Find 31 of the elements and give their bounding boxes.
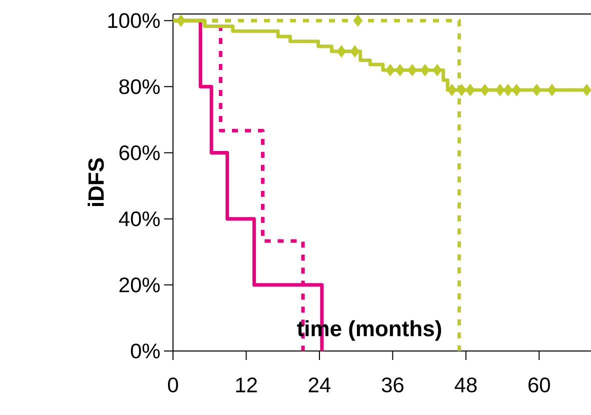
x-tick-label: 24 [308, 378, 331, 392]
y-axis-title: iDFS [88, 158, 104, 206]
point [495, 84, 505, 96]
point [408, 64, 417, 76]
y-tick-label: 40% [118, 211, 160, 226]
point [447, 84, 457, 96]
point [336, 45, 346, 58]
point [432, 64, 442, 76]
point [456, 84, 466, 96]
x-tick-label: 12 [236, 378, 257, 392]
x-tick-label: 0 [168, 378, 178, 392]
point [465, 84, 475, 96]
y-tick-label: 80% [119, 79, 160, 94]
point [350, 45, 360, 58]
x-tick-label: 48 [454, 378, 477, 392]
point [512, 84, 522, 96]
point [176, 14, 186, 27]
point [532, 84, 542, 96]
x-tick-label: 60 [528, 378, 550, 392]
point [395, 64, 405, 76]
point [386, 64, 395, 76]
y-tick-label: 20% [119, 277, 160, 292]
point [503, 84, 513, 96]
y-tick-label: 60% [120, 145, 160, 160]
y-tick-label: 0% [130, 344, 160, 358]
x-tick-label: 36 [382, 378, 404, 392]
point [420, 64, 430, 76]
point [480, 84, 490, 96]
point [547, 84, 557, 96]
point [353, 14, 363, 27]
y-tick-label: 100% [108, 13, 160, 28]
